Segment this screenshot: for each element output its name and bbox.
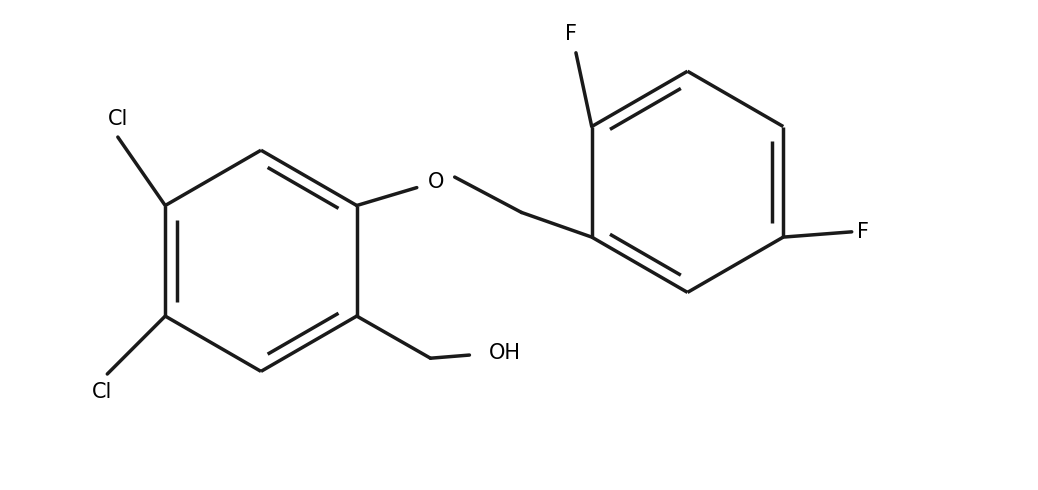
Text: O: O xyxy=(428,172,444,193)
Text: Cl: Cl xyxy=(91,382,112,402)
Text: Cl: Cl xyxy=(108,109,128,129)
Text: OH: OH xyxy=(489,343,520,363)
Text: F: F xyxy=(857,222,869,242)
Text: F: F xyxy=(565,24,577,45)
